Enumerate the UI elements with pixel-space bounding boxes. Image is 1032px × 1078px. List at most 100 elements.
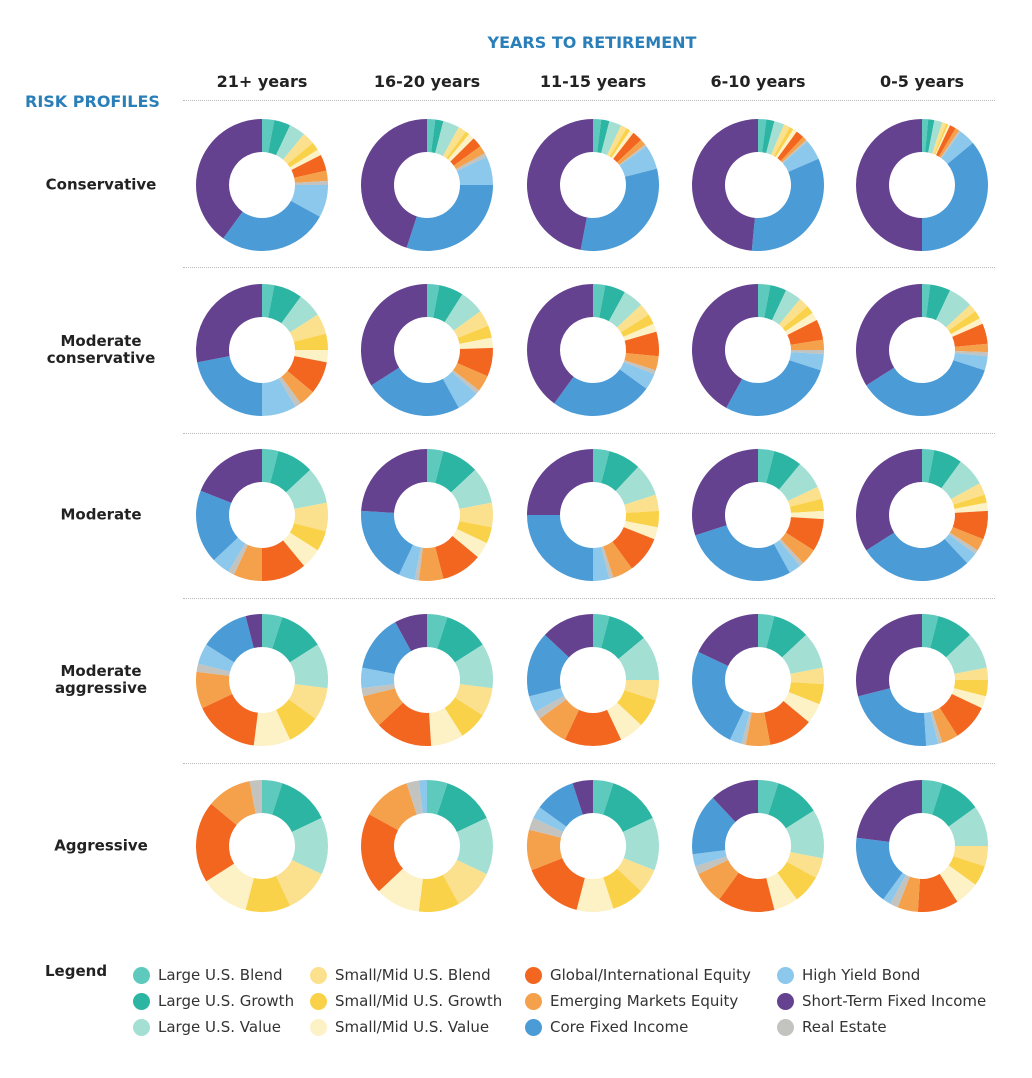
donut-slice: [922, 780, 943, 815]
donut-slice: [597, 119, 610, 154]
donut-slice: [360, 284, 427, 386]
donut-slice: [922, 614, 939, 649]
donut-slice: [625, 510, 659, 528]
donut-slice: [451, 370, 480, 394]
donut-slice: [262, 449, 279, 484]
donut-slice: [289, 644, 328, 689]
donut-slice: [427, 449, 444, 484]
donut-slice: [262, 540, 305, 581]
donut-slice: [287, 356, 327, 393]
donut-slice: [948, 532, 978, 554]
legend-label: Core Fixed Income: [550, 1018, 689, 1036]
donut-slice: [729, 709, 750, 744]
donut-slice: [361, 510, 413, 575]
donut-0-1: [361, 119, 493, 251]
donut-slice: [362, 622, 412, 674]
donut-slice: [692, 850, 727, 867]
donut-slice: [206, 863, 254, 910]
donut-slice: [948, 856, 985, 885]
donut-slice: [624, 331, 659, 357]
donut-slice: [544, 614, 593, 658]
legend-label: Short-Term Fixed Income: [802, 992, 987, 1010]
donut-slice: [953, 679, 988, 697]
donut-4-2: [527, 780, 660, 912]
donut-slice: [692, 284, 758, 408]
donut-1-2: [527, 284, 659, 416]
donut-slice: [609, 128, 631, 158]
donut-slice: [940, 130, 961, 159]
donut-slice: [946, 304, 976, 331]
donut-slice: [435, 121, 459, 157]
donut-slice: [245, 875, 291, 912]
donut-slice: [623, 360, 656, 375]
donut-slice: [779, 299, 808, 329]
row-label: Moderate conservative: [46, 332, 156, 367]
donut-slice: [361, 814, 403, 892]
donut-slice: [453, 363, 488, 391]
donut-slice: [378, 702, 432, 746]
legend-label: Large U.S. Growth: [158, 992, 295, 1010]
donut-slice: [950, 318, 983, 337]
donut-slice: [790, 510, 824, 520]
donut-slice: [698, 614, 758, 666]
donut-slice: [935, 124, 951, 156]
donut-slice: [457, 325, 492, 344]
donut-slice: [789, 352, 824, 371]
donut-slice: [211, 781, 256, 825]
donut-slice: [437, 783, 487, 832]
donut-slice: [603, 541, 632, 578]
donut-slice: [442, 371, 477, 408]
donut-slice: [856, 614, 922, 697]
donut-slice: [281, 371, 313, 404]
row-axis-title: RISK PROFILES: [25, 92, 160, 111]
legend-label: Small/Mid U.S. Blend: [335, 966, 491, 984]
donut-slice: [946, 634, 987, 674]
donut-slice: [773, 540, 801, 573]
donut-slice: [289, 149, 321, 171]
donut-slice: [608, 292, 642, 328]
donut-slice: [939, 694, 982, 736]
donut-slice: [764, 701, 809, 745]
donut-slice: [245, 614, 262, 649]
donut-slice: [580, 168, 659, 251]
donut-1-0: [196, 284, 328, 416]
donut-slice: [939, 865, 976, 902]
donut-slice: [773, 127, 794, 158]
donut-slice: [695, 525, 790, 581]
donut-slice: [529, 688, 565, 712]
legend-item: Small/Mid U.S. Growth: [310, 992, 502, 1010]
donut-slice: [196, 119, 262, 239]
donut-slice: [758, 119, 767, 153]
donut-slice: [618, 637, 659, 680]
donut-slice: [941, 131, 973, 164]
donut-slice: [529, 817, 564, 838]
donut-slice: [278, 376, 301, 407]
donut-slice: [726, 360, 821, 416]
donut-3-0: [196, 614, 328, 746]
donut-slice: [294, 170, 328, 183]
donut-slice: [291, 817, 329, 875]
donut-slice: [788, 682, 824, 705]
donut-slice: [617, 858, 655, 892]
donut-slice: [601, 121, 622, 156]
donut-slice: [758, 614, 775, 649]
legend-label: Small/Mid U.S. Value: [335, 1018, 490, 1036]
donut-slice: [456, 817, 494, 875]
donut-slice: [270, 451, 311, 493]
donut-slice: [745, 712, 771, 746]
donut-slice: [527, 829, 563, 871]
donut-slice: [790, 339, 824, 350]
donut-slice: [856, 780, 922, 842]
donut-slice: [455, 153, 487, 171]
donut-slice: [361, 449, 427, 513]
donut-slice: [456, 156, 493, 185]
row-divider: [183, 100, 995, 101]
legend-label: Emerging Markets Equity: [550, 992, 739, 1010]
donut-slice: [953, 494, 987, 509]
donut-slice: [361, 667, 395, 689]
donut-slice: [617, 304, 649, 333]
donut-slice: [290, 184, 328, 217]
donut-slice: [953, 845, 988, 867]
donut-slice: [527, 515, 594, 581]
donut-slice: [213, 537, 246, 572]
